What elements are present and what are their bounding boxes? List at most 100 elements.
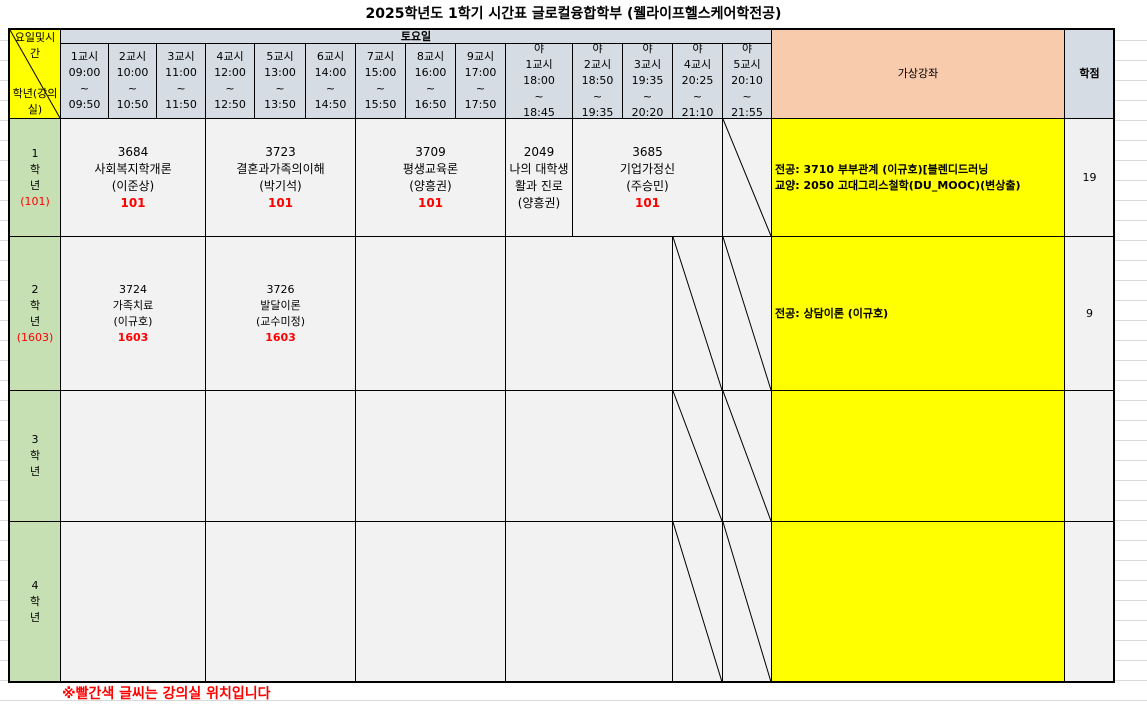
period-tilde: ~ [475,82,486,95]
page-title: 2025학년도 1학기 시간표 글로컬융합학부 (웰라이프헬스케어학전공) [0,0,1147,28]
period-start: 16:00 [414,66,447,79]
period-prefix: 야 [692,42,703,55]
period-tilde: ~ [127,82,138,95]
period-end: 19:35 [581,106,614,119]
period-header: 3교시 11:00 ~11:50 [156,43,206,119]
period-label: 3교시 [167,50,195,63]
grade-room: (101) [20,194,50,208]
grade-nyeon: 년 [29,611,41,624]
period-end: 18:45 [523,106,555,119]
empty-slot [672,521,723,683]
period-end: 21:10 [681,106,714,119]
credits-cell: 9 [1064,236,1115,391]
course-name: 사회복지학개론 [94,161,172,176]
grade-label: 1 학 년 (101) [9,118,61,237]
period-label: 9교시 [466,50,495,63]
period-header: 야 1교시 18:00 ~18:45 [505,42,573,119]
course-cell[interactable]: 2049 나의 대학생활과 진로 (양흥권) [505,118,573,237]
diagonal-line [673,391,722,521]
period-label: 6교시 [316,50,345,63]
period-end: 12:50 [214,98,246,111]
grade-hak: 학 [29,595,41,608]
course-cell[interactable] [355,236,506,391]
period-tilde: ~ [176,82,186,95]
period-start: 20:10 [731,74,763,87]
period-start: 12:00 [214,66,246,79]
virtual-course-cell[interactable] [771,521,1065,683]
period-header: 9교시 17:00 ~17:50 [455,43,506,119]
period-label: 7교시 [366,50,395,63]
course-cell[interactable]: 3723 결혼과가족의이해 (박기석) 101 [205,118,356,237]
grade-label: 2 학 년 (1603) [9,236,61,391]
period-end: 16:50 [414,98,447,111]
course-cell[interactable] [60,521,206,683]
course-name: 기업가정신 [619,161,676,176]
period-header: 5교시 13:00 ~13:50 [254,43,306,119]
course-cell[interactable] [355,521,506,683]
virtual-course-cell[interactable] [771,390,1065,522]
course-cell[interactable] [60,390,206,522]
period-label: 3교시 [633,58,662,71]
corner-header: 요일및시간 학년(강의실) [9,29,61,119]
period-header: 야 2교시 18:50 ~19:35 [572,42,623,119]
course-room: 101 [417,195,444,210]
empty-slot [722,521,772,683]
period-header: 8교시 16:00 ~16:50 [405,43,456,119]
period-header: 1교시 09:00 ~09:50 [60,43,109,119]
period-end: 09:50 [68,98,101,111]
period-prefix: 야 [592,42,603,55]
period-tilde: ~ [742,90,752,103]
course-name: 가족치료 [112,298,154,312]
course-cell[interactable] [505,521,673,683]
empty-slot [722,236,772,391]
period-tilde: ~ [425,82,436,95]
period-end: 10:50 [116,98,149,111]
period-prefix: 야 [642,42,653,55]
period-tilde: ~ [692,90,703,103]
grade-number: 1 [31,146,39,160]
period-label: 4교시 [216,50,244,63]
period-tilde: ~ [79,82,90,95]
diagonal-line [723,237,771,390]
course-professor: (이규호) [113,314,153,328]
course-professor: (교수미정) [255,314,306,328]
course-code: 3726 [266,282,295,296]
day-label: 토요일 [400,29,432,43]
virtual-course-cell[interactable]: 전공: 3710 부부관계 (이규호)[블렌디드러닝 교양: 2050 고대그리스… [771,118,1065,237]
course-room: 1603 [117,330,149,344]
course-cell[interactable] [355,390,506,522]
diagonal-line [723,522,771,682]
period-header: 야 4교시 20:25 ~21:10 [672,42,723,119]
credits-value: 19 [1082,170,1097,184]
virtual-course-cell[interactable]: 전공: 상담이론 (이규호) [771,236,1065,391]
diagonal-line [723,119,771,236]
course-cell[interactable]: 3709 평생교육론 (양흥권) 101 [355,118,506,237]
course-cell[interactable] [505,236,673,391]
course-room: 1603 [265,330,296,344]
footnote: ※빨간색 글씨는 강의실 위치입니다 [62,686,271,702]
period-tilde: ~ [534,90,544,103]
diagonal-line [673,237,722,390]
grade-hak: 학 [29,298,41,312]
period-header: 2교시 10:00 ~10:50 [108,43,157,119]
course-cell[interactable]: 3724 가족치료 (이규호) 1603 [60,236,206,391]
course-cell[interactable] [205,390,356,522]
course-code: 3724 [119,282,147,296]
period-label: 2교시 [583,58,612,71]
course-code: 3684 [117,144,149,159]
course-name: 나의 대학생활과 진로 [509,161,569,193]
period-start: 17:00 [464,66,497,79]
period-start: 09:00 [68,66,101,79]
course-cell[interactable] [205,521,356,683]
diagonal-line [723,391,771,521]
course-cell[interactable]: 3684 사회복지학개론 (이준상) 101 [60,118,206,237]
course-code: 3709 [415,144,446,159]
course-cell[interactable] [505,390,673,522]
period-start: 10:00 [116,66,149,79]
course-cell[interactable]: 3685 기업가정신 (주승민) 101 [572,118,723,237]
course-code: 3685 [632,144,663,159]
period-header: 4교시 12:00 ~12:50 [205,43,255,119]
period-label: 5교시 [733,58,761,71]
course-cell[interactable]: 3726 발달이론 (교수미정) 1603 [205,236,356,391]
